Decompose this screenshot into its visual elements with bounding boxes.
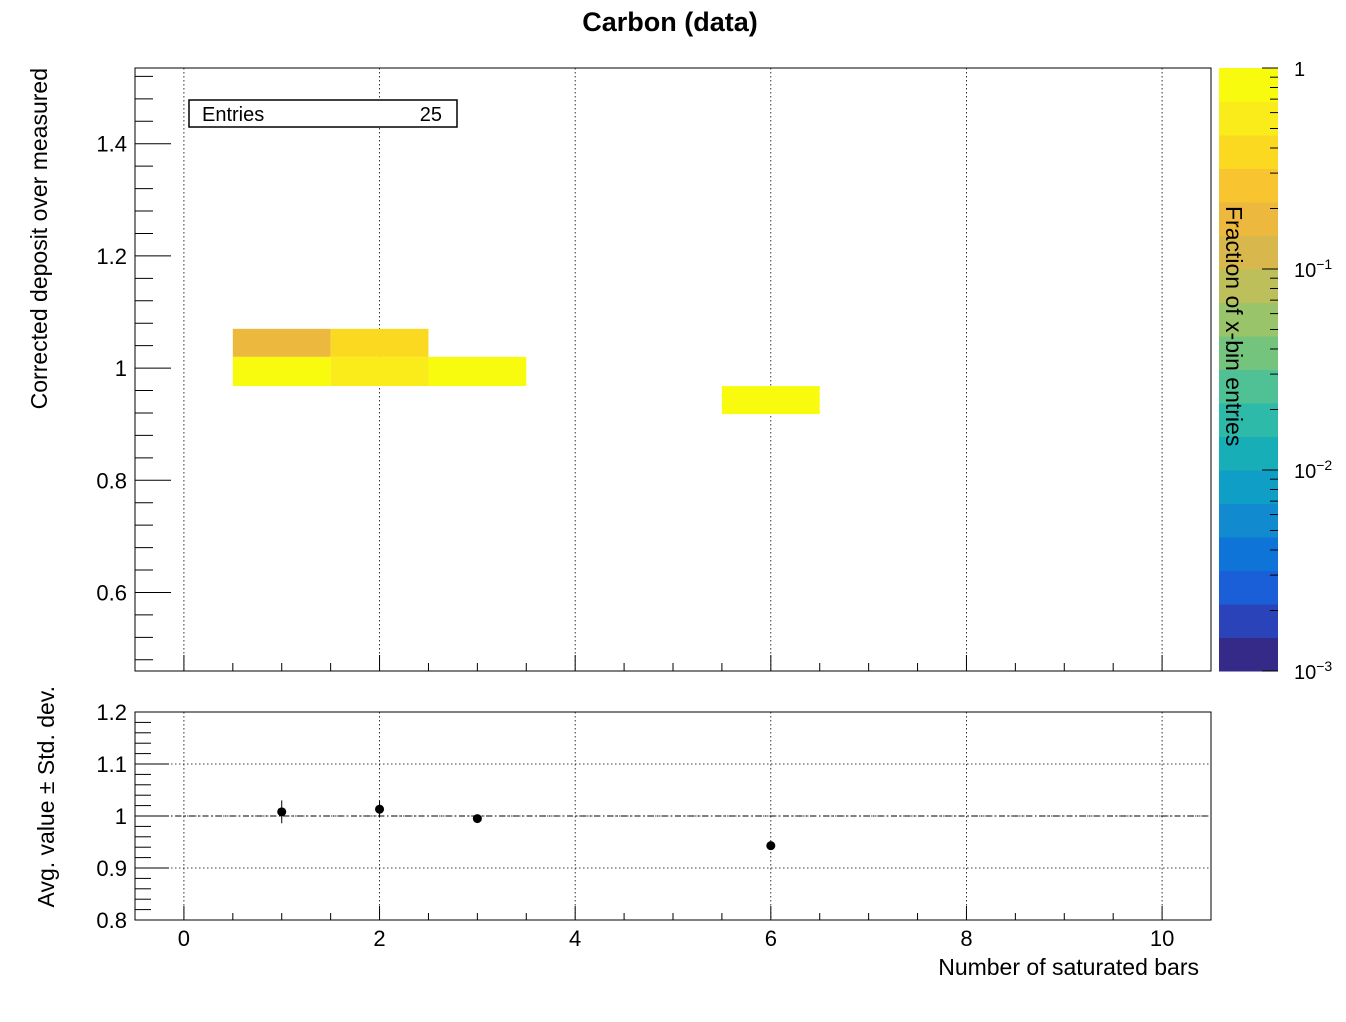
heatmap-y-tick-label: 1.4 [96, 132, 127, 157]
ratio-points [277, 800, 776, 851]
color-scale-bar [1219, 68, 1278, 672]
heatmap-cell [232, 356, 331, 387]
x-axis-label: Number of saturated bars [938, 954, 1199, 980]
color-scale-segment [1219, 302, 1278, 337]
color-scale-segment [1219, 403, 1278, 437]
heatmap-cell [232, 328, 331, 357]
x-tick-label: 2 [373, 926, 385, 951]
color-scale-tick-label: 10−1 [1294, 256, 1332, 282]
x-tick-label: 0 [178, 926, 190, 951]
color-scale-tick-label: 10−3 [1294, 658, 1332, 684]
ratio-panel: 0.8 0.9 1 1.1 1.2 0 2 4 6 8 10 Avg. value ± Std. d… [33, 686, 1212, 980]
chart-title: Carbon (data) [582, 7, 758, 37]
stats-entries-label: Entries [202, 104, 264, 126]
color-scale-segment [1219, 336, 1278, 370]
heatmap-y-tick-label: 0.6 [96, 580, 127, 605]
color-scale-segment [1219, 470, 1278, 504]
heatmap-y-tick-label: 0.8 [96, 468, 127, 493]
ratio-y-tick-label: 1.1 [96, 752, 127, 777]
color-scale-segment [1219, 135, 1278, 169]
color-scale-segment [1219, 101, 1278, 136]
ratio-y-tick-label: 1 [115, 804, 127, 829]
heatmap-axis-ticks: 0.6 0.8 1 1.2 1.4 [96, 75, 1163, 671]
color-scale-segment [1219, 369, 1278, 404]
color-scale-segment [1219, 604, 1278, 638]
heatmap-y-tick-label: 1 [115, 356, 127, 381]
stats-box-frame [188, 99, 458, 128]
ratio-point [375, 804, 385, 814]
x-tick-label: 8 [960, 926, 972, 951]
color-scale-segment [1219, 503, 1278, 538]
ratio-point [766, 841, 776, 851]
ratio-y-axis-label: Avg. value ± Std. dev. [33, 686, 59, 907]
color-scale-segment [1219, 537, 1278, 571]
heatmap-cells [232, 328, 820, 415]
ratio-y-tick-label: 0.9 [96, 856, 127, 881]
color-scale-segment [1219, 168, 1278, 203]
heatmap-cell [721, 386, 820, 415]
heatmap-y-axis-label: Corrected deposit over measured [26, 68, 52, 409]
color-scale-segment [1219, 235, 1278, 270]
color-scale-label: Fraction of x-bin entries [1221, 206, 1247, 446]
ratio-axis-ticks: 0.8 0.9 1 1.1 1.2 0 2 4 6 8 10 [96, 700, 1174, 951]
color-scale-segment [1219, 202, 1278, 236]
ratio-y-tick-label: 1.2 [96, 700, 127, 725]
ratio-point [277, 807, 287, 817]
x-tick-label: 4 [569, 926, 581, 951]
color-scale-segment [1219, 68, 1278, 102]
stats-box: Entries 25 [188, 99, 458, 128]
heatmap-cell [428, 356, 527, 387]
stats-entries-value: 25 [420, 104, 442, 126]
color-scale-segment [1219, 570, 1278, 605]
heatmap-y-tick-label: 1.2 [96, 244, 127, 269]
color-scale-segment [1219, 269, 1278, 303]
heatmap-cell [330, 328, 429, 357]
color-scale-segment [1219, 637, 1278, 672]
ratio-point [472, 814, 482, 824]
color-scale-segment [1219, 436, 1278, 471]
x-tick-label: 10 [1150, 926, 1174, 951]
heatmap-cell [330, 356, 429, 387]
color-scale-tick-label: 10−2 [1294, 457, 1332, 483]
heatmap-panel: 0.6 0.8 1 1.2 1.4 Corrected deposit over mea… [26, 67, 1212, 672]
ratio-grid [135, 712, 1211, 920]
ratio-y-tick-label: 0.8 [96, 908, 127, 933]
color-scale-tick-label: 1 [1294, 59, 1305, 81]
x-tick-label: 6 [765, 926, 777, 951]
